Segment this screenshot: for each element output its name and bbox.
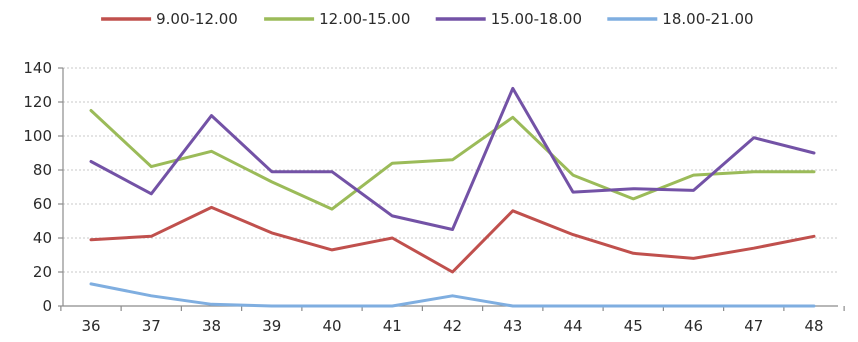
y-tick-label: 0 (42, 297, 52, 315)
x-tick-label: 40 (322, 317, 341, 335)
x-tick-label: 46 (684, 317, 703, 335)
y-tick-label: 80 (33, 161, 52, 179)
y-tick-label: 100 (23, 127, 52, 145)
y-tick-label: 120 (23, 93, 52, 111)
y-tick-label: 60 (33, 195, 52, 213)
y-tick-label: 20 (33, 263, 52, 281)
x-tick-label: 37 (142, 317, 161, 335)
x-axis-ticks: 36 37 38 39 40 41 42 43 44 45 46 47 48 (60, 306, 845, 335)
legend-label: 18.00-21.00 (662, 10, 753, 28)
x-tick-label: 36 (81, 317, 100, 335)
legend-label: 9.00-12.00 (156, 10, 238, 28)
series-line-15.00-18.00 (89, 86, 816, 231)
x-tick-label: 39 (262, 317, 281, 335)
series-line-18.00-21.00 (89, 282, 816, 308)
x-tick-label: 41 (383, 317, 402, 335)
y-tick-label: 40 (33, 229, 52, 247)
x-tick-label: 42 (443, 317, 462, 335)
legend-item: 18.00-21.00 (607, 10, 754, 28)
x-tick-label: 47 (744, 317, 763, 335)
legend-label: 15.00-18.00 (491, 10, 582, 28)
gridlines (63, 67, 838, 273)
x-tick-label: 48 (804, 317, 823, 335)
x-tick-label: 38 (202, 317, 221, 335)
x-tick-label: 45 (624, 317, 643, 335)
y-axis-ticks: 0 20 40 60 80 100 120 140 (23, 59, 63, 315)
legend-label: 12.00-15.00 (319, 10, 410, 28)
legend-item: 15.00-18.00 (435, 10, 582, 28)
legend: 9.00-12.00 12.00-15.00 15.00-18.00 18.00-21… (101, 10, 754, 28)
series-line-12.00-15.00 (89, 109, 816, 211)
series-line-9.00-12.00 (89, 205, 816, 274)
x-tick-label: 43 (503, 317, 522, 335)
series-lines (89, 86, 816, 308)
x-tick-label: 44 (563, 317, 582, 335)
legend-item: 12.00-15.00 (264, 10, 410, 28)
legend-item: 9.00-12.00 (101, 10, 238, 28)
y-tick-label: 140 (23, 59, 52, 77)
